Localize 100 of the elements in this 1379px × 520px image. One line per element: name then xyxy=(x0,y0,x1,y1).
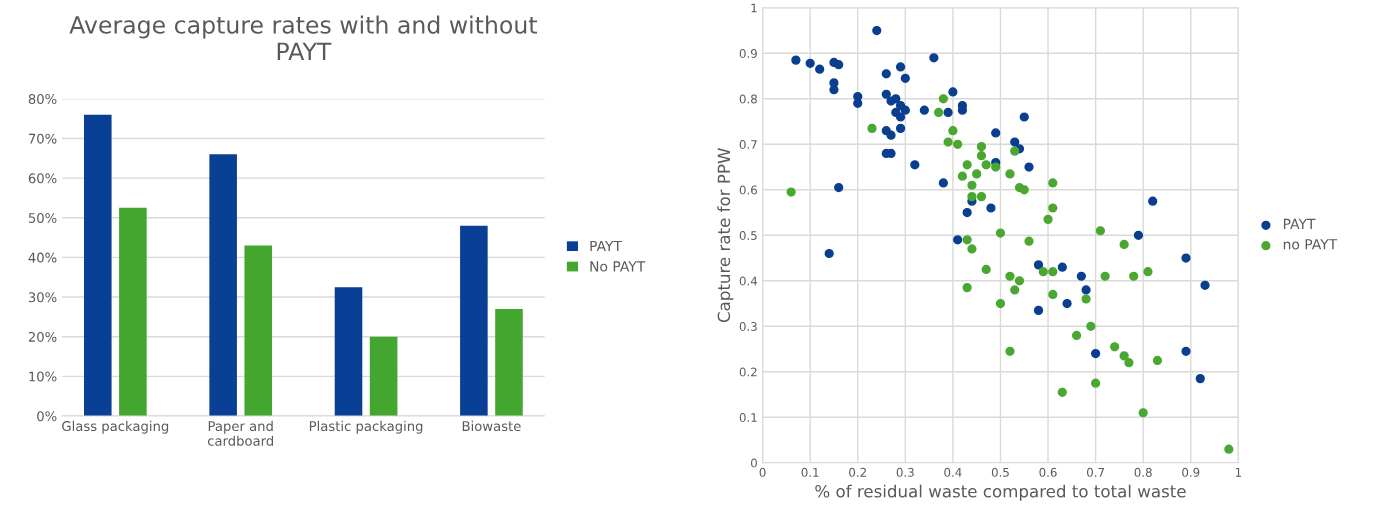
x-tick-label: 0.1 xyxy=(801,467,819,477)
point xyxy=(1133,230,1144,240)
point xyxy=(1181,253,1191,263)
point xyxy=(1081,285,1091,295)
point xyxy=(815,64,825,74)
point xyxy=(981,160,991,170)
point xyxy=(1005,346,1015,356)
point xyxy=(1090,348,1101,359)
point xyxy=(1100,271,1110,281)
point xyxy=(1043,214,1053,224)
y-tick-label: 0.1 xyxy=(739,413,757,422)
point xyxy=(1200,280,1210,290)
point xyxy=(962,207,972,218)
point xyxy=(976,151,987,161)
point xyxy=(834,60,844,70)
y-tick-label: 10% xyxy=(29,371,57,382)
point xyxy=(1038,267,1048,277)
point xyxy=(986,203,996,213)
point xyxy=(881,69,891,79)
y-tick-label: 0.6 xyxy=(739,185,757,195)
point xyxy=(910,160,920,170)
point xyxy=(962,160,972,170)
bar xyxy=(83,114,112,416)
y-tick-label: 40% xyxy=(28,252,57,263)
point xyxy=(1081,294,1091,304)
y-tick-label: 60% xyxy=(28,173,57,184)
point xyxy=(991,128,1001,138)
legend-label: No PAYT xyxy=(590,261,646,272)
x-tick-label: 0.4 xyxy=(944,467,962,477)
y-tick-label: 1 xyxy=(751,3,757,13)
point xyxy=(1014,276,1025,286)
point xyxy=(1110,342,1120,352)
point xyxy=(829,85,839,95)
y-tick-label: 0.3 xyxy=(739,322,757,331)
point xyxy=(895,62,906,72)
point xyxy=(791,55,801,65)
y-tick-label: 0% xyxy=(37,411,57,422)
y-tick-label: 0.8 xyxy=(739,94,757,104)
point xyxy=(786,187,796,197)
point xyxy=(938,94,948,104)
x-axis-title: % of residual waste compared to total waste xyxy=(815,484,1186,501)
bar xyxy=(495,308,523,416)
x-tick-label: 1 xyxy=(1235,468,1242,477)
point xyxy=(962,283,972,293)
point xyxy=(938,178,948,188)
y-tick-label: 30% xyxy=(28,292,57,303)
point xyxy=(1048,178,1058,188)
point xyxy=(943,107,953,118)
point xyxy=(895,123,906,133)
point xyxy=(834,182,844,193)
y-axis-title: Capture rate for PPW xyxy=(717,148,734,323)
point xyxy=(1024,162,1034,172)
legend-label: PAYT xyxy=(1283,218,1316,229)
point xyxy=(1119,239,1129,250)
point xyxy=(976,141,987,152)
point xyxy=(1181,346,1191,356)
point xyxy=(957,171,968,181)
point xyxy=(1010,137,1020,147)
point xyxy=(853,98,863,108)
point xyxy=(1143,267,1153,277)
bar xyxy=(460,225,488,416)
point xyxy=(1033,305,1044,315)
point xyxy=(1152,355,1163,366)
point xyxy=(1057,387,1067,397)
x-tick-label: 0.6 xyxy=(1039,467,1057,477)
point xyxy=(900,105,910,115)
point xyxy=(867,123,877,133)
y-tick-label: 0.4 xyxy=(739,276,758,286)
y-tick-label: 0.2 xyxy=(739,367,757,377)
x-tick-label: Paper and cardboard xyxy=(207,420,273,446)
point xyxy=(967,244,977,254)
x-tick-label: 0.2 xyxy=(849,467,866,477)
point xyxy=(981,264,991,275)
point xyxy=(886,130,896,140)
point xyxy=(972,169,982,179)
point xyxy=(1076,271,1086,281)
point xyxy=(1148,196,1158,206)
x-tick-label: 0.5 xyxy=(991,467,1009,477)
point xyxy=(895,112,906,122)
point xyxy=(805,58,815,68)
point xyxy=(1005,169,1015,179)
point xyxy=(1005,271,1015,281)
point xyxy=(900,73,910,83)
point xyxy=(1062,298,1072,309)
bar xyxy=(334,287,363,416)
point xyxy=(1119,351,1129,361)
point xyxy=(933,107,944,118)
point xyxy=(976,192,987,202)
point xyxy=(953,139,963,149)
bar xyxy=(209,154,237,416)
point xyxy=(1010,146,1020,156)
y-tick-label: 80% xyxy=(28,94,57,104)
legend-label: no PAYT xyxy=(1283,239,1338,250)
point xyxy=(1048,289,1058,300)
point xyxy=(1019,185,1029,195)
point xyxy=(824,248,834,259)
point xyxy=(1138,408,1148,418)
y-tick-label: 20% xyxy=(28,331,57,342)
point xyxy=(953,235,963,245)
y-tick-label: 50% xyxy=(28,212,57,223)
